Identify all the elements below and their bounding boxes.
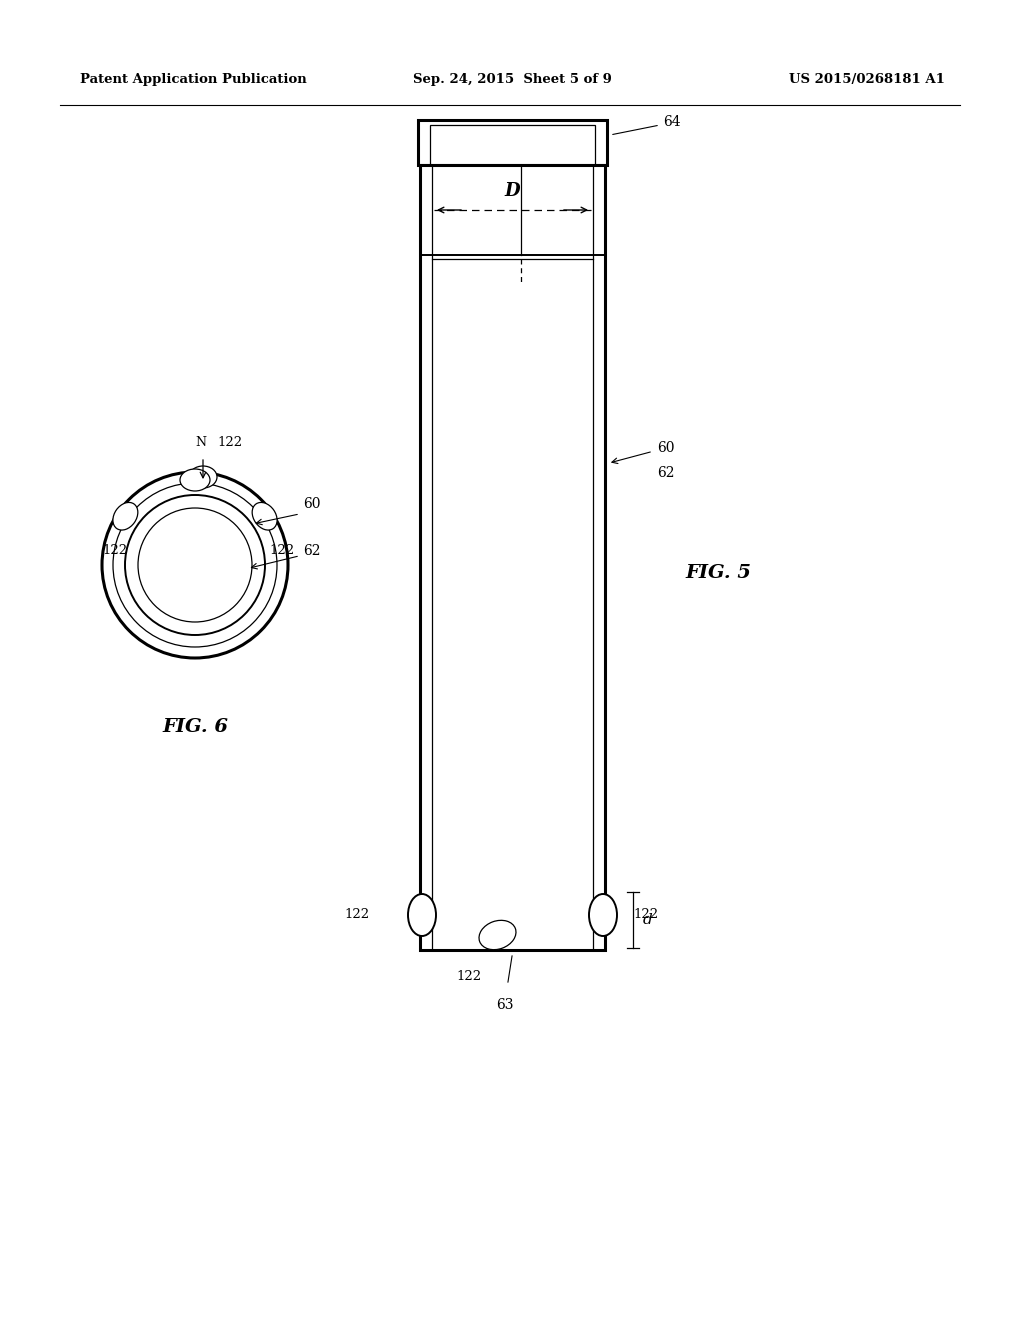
Ellipse shape [479,920,516,949]
Ellipse shape [408,894,436,936]
Bar [418,120,607,165]
Text: 62: 62 [303,544,321,558]
Text: 62: 62 [657,466,675,480]
Ellipse shape [113,503,138,531]
Text: D: D [505,182,520,201]
Text: US 2015/0268181 A1: US 2015/0268181 A1 [790,74,945,87]
Circle shape [113,483,278,647]
Text: 122: 122 [217,436,242,449]
Text: N: N [196,436,207,449]
Text: 122: 122 [457,970,482,983]
Text: 122: 122 [269,544,295,557]
Text: 60: 60 [657,441,675,455]
Circle shape [125,495,265,635]
Circle shape [102,473,288,657]
Text: Sep. 24, 2015  Sheet 5 of 9: Sep. 24, 2015 Sheet 5 of 9 [413,74,611,87]
Text: FIG. 5: FIG. 5 [685,564,751,582]
Ellipse shape [589,894,617,936]
Text: 64: 64 [663,115,681,129]
Text: d: d [643,913,652,927]
Bar [420,165,605,950]
Ellipse shape [180,469,210,491]
Circle shape [138,508,252,622]
Ellipse shape [189,466,217,488]
Text: Patent Application Publication: Patent Application Publication [80,74,307,87]
Text: 122: 122 [102,544,128,557]
Bar [430,125,595,165]
Ellipse shape [252,503,278,531]
Text: 60: 60 [303,498,321,511]
Text: FIG. 6: FIG. 6 [162,718,228,737]
Text: 122: 122 [345,908,370,921]
Text: 63: 63 [496,998,513,1012]
Text: 122: 122 [633,908,658,921]
